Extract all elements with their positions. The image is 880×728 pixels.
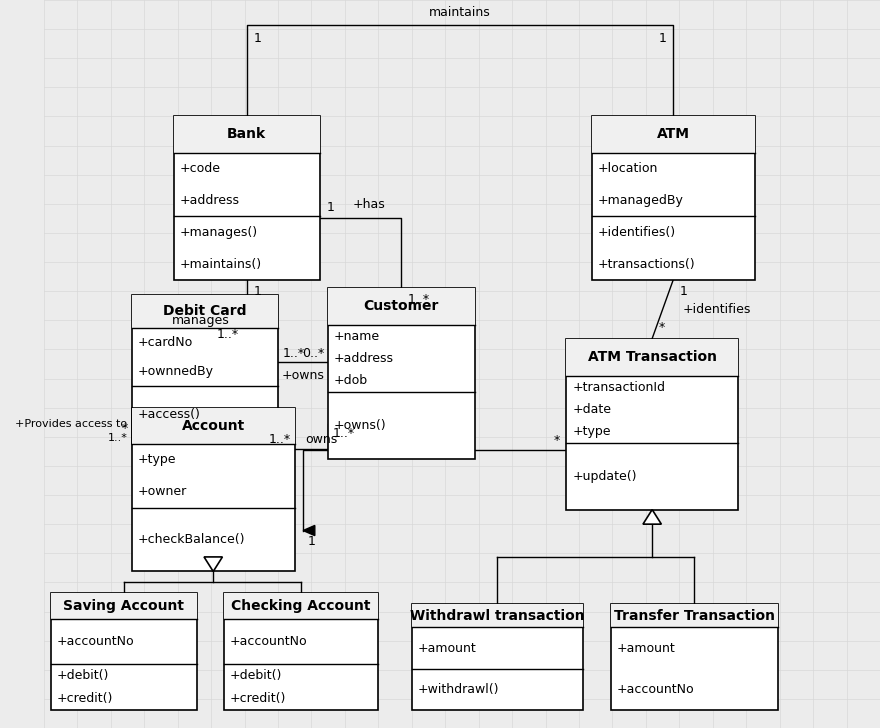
Bar (51, 593, 197, 710)
Text: owns: owns (304, 433, 337, 446)
Bar (611, 604, 778, 628)
Bar (567, 339, 737, 376)
Text: Customer: Customer (363, 299, 439, 313)
Text: +maintains(): +maintains() (180, 258, 261, 271)
Text: +amount: +amount (418, 641, 476, 654)
Text: 1: 1 (253, 285, 261, 298)
Polygon shape (643, 510, 662, 524)
Text: +access(): +access() (137, 408, 201, 422)
Bar (224, 593, 378, 710)
Text: +owner: +owner (137, 485, 187, 498)
Text: +ownnedBy: +ownnedBy (137, 365, 214, 378)
Text: 1..*: 1..* (107, 432, 128, 443)
Bar (132, 408, 295, 571)
Bar (173, 116, 319, 152)
Text: +address: +address (180, 194, 239, 207)
Text: +update(): +update() (572, 470, 637, 483)
Text: 1: 1 (253, 32, 261, 45)
Bar (591, 116, 754, 280)
Bar (591, 116, 754, 152)
Bar (173, 116, 319, 280)
Bar (412, 604, 583, 710)
Bar (132, 408, 295, 443)
Bar (412, 604, 583, 628)
Text: +location: +location (598, 162, 657, 175)
Text: +credit(): +credit() (230, 692, 286, 705)
Text: 1: 1 (658, 32, 666, 45)
Bar (132, 295, 278, 444)
Polygon shape (303, 526, 315, 536)
Text: 1: 1 (307, 535, 315, 548)
Text: *: * (121, 422, 128, 435)
Text: 1..*: 1..* (268, 433, 290, 446)
Text: +owns: +owns (282, 368, 325, 381)
Text: +managedBy: +managedBy (598, 194, 683, 207)
Text: +code: +code (180, 162, 220, 175)
Text: ATM Transaction: ATM Transaction (588, 350, 716, 364)
Text: *: * (554, 435, 560, 448)
Text: +type: +type (137, 454, 176, 466)
Text: Debit Card: Debit Card (163, 304, 246, 318)
Text: +owns(): +owns() (334, 419, 386, 432)
Text: 0..*: 0..* (302, 347, 324, 360)
Text: 1..*: 1..* (216, 328, 238, 341)
Text: ATM: ATM (656, 127, 690, 141)
Text: +accountNo: +accountNo (230, 635, 307, 648)
Polygon shape (204, 557, 223, 571)
Text: +type: +type (572, 425, 611, 438)
Text: +transactions(): +transactions() (598, 258, 695, 271)
Text: maintains: maintains (429, 6, 491, 19)
Bar (132, 295, 278, 328)
Text: 1: 1 (679, 285, 687, 298)
Text: +Provides access to: +Provides access to (16, 419, 128, 429)
Bar (611, 604, 778, 710)
Text: manages: manages (172, 314, 230, 327)
Text: *: * (659, 321, 665, 334)
Text: +date: +date (572, 403, 612, 416)
Text: +debit(): +debit() (56, 669, 109, 682)
Text: Saving Account: Saving Account (63, 599, 184, 613)
Text: +accountNo: +accountNo (56, 635, 134, 648)
Text: +address: +address (334, 352, 394, 365)
Text: Account: Account (181, 419, 245, 432)
Text: +identifies(): +identifies() (598, 226, 676, 239)
Text: +manages(): +manages() (180, 226, 258, 239)
Text: +cardNo: +cardNo (137, 336, 193, 349)
Bar (328, 288, 474, 459)
Text: 1..*: 1..* (282, 347, 304, 360)
Text: 1..*: 1..* (333, 427, 355, 440)
Bar (328, 288, 474, 325)
Text: +identifies: +identifies (683, 303, 752, 316)
Text: +debit(): +debit() (230, 669, 282, 682)
Text: +withdrawl(): +withdrawl() (418, 683, 499, 696)
Text: Transfer Transaction: Transfer Transaction (614, 609, 775, 623)
Bar (224, 593, 378, 619)
Bar (51, 593, 197, 619)
Text: +transactionId: +transactionId (572, 381, 665, 394)
Bar (567, 339, 737, 510)
Text: +checkBalance(): +checkBalance() (137, 533, 245, 546)
Text: +name: +name (334, 330, 380, 343)
Text: +has: +has (353, 199, 385, 211)
Text: Bank: Bank (227, 127, 267, 141)
Text: 1..*: 1..* (408, 293, 430, 306)
Text: +amount: +amount (617, 641, 675, 654)
Text: +dob: +dob (334, 374, 368, 387)
Text: Checking Account: Checking Account (231, 599, 370, 613)
Text: +accountNo: +accountNo (617, 683, 694, 696)
Text: 1: 1 (326, 201, 334, 213)
Text: Withdrawl transaction: Withdrawl transaction (410, 609, 585, 623)
Text: +credit(): +credit() (56, 692, 113, 705)
